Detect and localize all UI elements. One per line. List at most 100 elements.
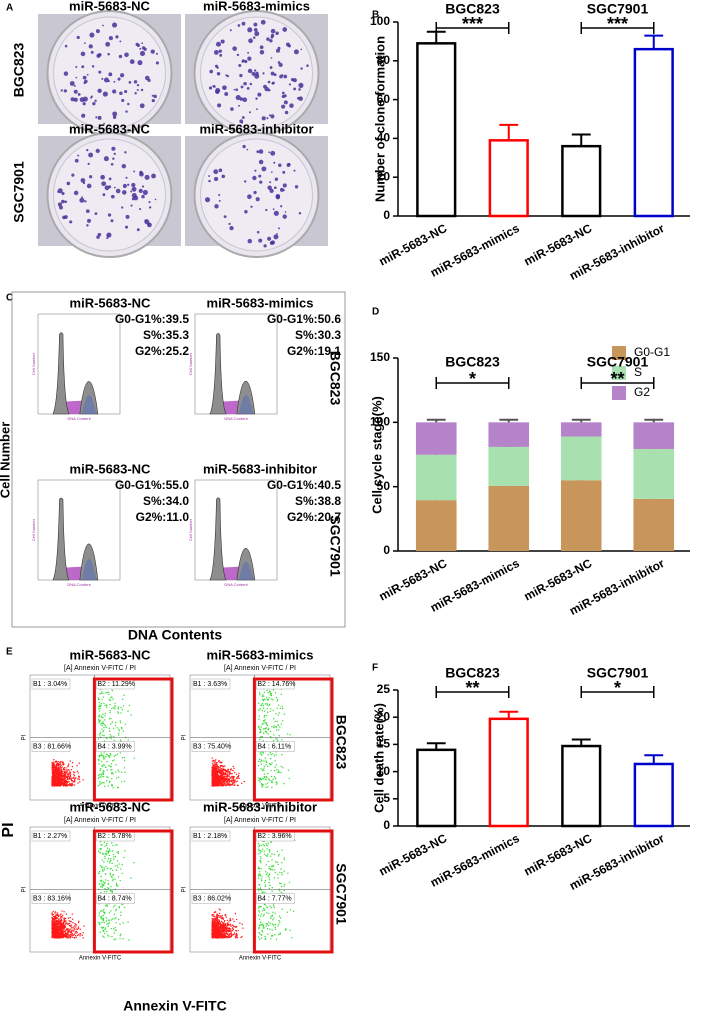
cell-dot	[106, 760, 108, 763]
cell-dot	[60, 783, 63, 786]
cell-dot	[223, 924, 225, 927]
cell-dot	[226, 773, 228, 775]
cell-dot	[97, 698, 100, 701]
cell-dot	[265, 779, 268, 781]
colony	[266, 117, 269, 120]
cell-dot	[118, 863, 120, 865]
cell-dot	[83, 925, 85, 927]
cell-dot	[260, 921, 262, 924]
cell-dot	[52, 922, 55, 925]
colony	[127, 183, 130, 186]
cell-dot	[257, 725, 260, 727]
cell-dot	[117, 866, 119, 868]
colony	[136, 83, 140, 87]
cell-dot	[58, 919, 60, 921]
colony	[232, 46, 237, 51]
cell-dot	[67, 775, 70, 777]
cell-dot	[123, 780, 126, 782]
cell-dot	[110, 717, 112, 720]
colony	[281, 104, 286, 109]
cell-dot	[106, 847, 109, 849]
cell-dot	[56, 917, 58, 919]
cell-dot	[281, 873, 283, 876]
colony	[251, 71, 256, 76]
cell-dot	[225, 780, 227, 783]
cell-dot	[103, 930, 105, 933]
colony	[97, 232, 102, 237]
colony	[121, 190, 127, 195]
cell-dot	[219, 936, 222, 938]
colony	[273, 210, 279, 216]
cell-dot	[104, 927, 107, 929]
cell-dot	[105, 920, 108, 922]
cell-dot	[227, 772, 229, 774]
cell-dot	[107, 923, 110, 925]
colony	[264, 86, 269, 92]
cell-dot	[111, 760, 114, 762]
cell-dot	[99, 910, 102, 913]
cell-dot	[102, 696, 104, 698]
cell-dot	[220, 779, 223, 781]
colony	[292, 78, 297, 83]
cell-dot	[75, 936, 77, 938]
cell-dot	[268, 881, 270, 884]
cell-dot	[100, 891, 102, 894]
cell-dot	[57, 930, 59, 932]
colony	[138, 188, 143, 193]
cell-dot	[266, 715, 268, 717]
colony	[253, 36, 256, 39]
cell-dot	[102, 935, 104, 937]
cell-dot	[267, 754, 269, 756]
cell-dot	[121, 863, 124, 866]
colony	[298, 211, 302, 215]
cell-dot	[271, 762, 273, 764]
cell-dot	[121, 698, 124, 701]
colony	[247, 27, 253, 33]
colony	[76, 35, 80, 40]
cell-dot	[60, 772, 63, 775]
cell-dot	[267, 842, 269, 844]
cell-dot	[265, 783, 267, 785]
plot-title: miR-5683-NC	[70, 295, 152, 310]
cell-dot	[97, 777, 100, 780]
cell-dot	[219, 922, 221, 924]
cell-dot	[217, 767, 219, 770]
cell-dot	[266, 848, 268, 850]
colony	[110, 219, 114, 223]
cell-dot	[264, 879, 267, 882]
cell-dot	[56, 778, 58, 780]
cell-dot	[111, 777, 113, 780]
cell-dot	[60, 771, 62, 774]
cell-dot	[275, 764, 277, 766]
colony	[147, 78, 151, 83]
cell-dot	[60, 929, 63, 931]
cell-dot	[278, 882, 281, 884]
cell-dot	[71, 762, 74, 764]
cell-dot	[99, 705, 101, 708]
cell-dot	[51, 914, 53, 916]
cell-dot	[130, 877, 132, 879]
cell-dot	[108, 718, 111, 720]
cell-dot	[68, 922, 70, 925]
cell-dot	[258, 918, 261, 921]
cell-dot	[258, 726, 260, 729]
cell-dot	[105, 756, 107, 758]
cell-dot	[111, 689, 114, 692]
cell-dot	[68, 920, 71, 922]
cell-dot	[114, 855, 117, 858]
cell-dot	[216, 931, 219, 934]
colony	[107, 213, 112, 217]
cell-dot	[105, 726, 107, 729]
cell-dot	[221, 774, 224, 777]
cell-dot	[107, 883, 109, 885]
cell-dot	[232, 927, 234, 930]
colony	[230, 107, 234, 111]
row-label: SGC7901	[327, 515, 343, 577]
cell-dot	[99, 767, 102, 770]
cell-dot	[55, 779, 58, 782]
cell-dot	[110, 910, 112, 912]
cell-dot	[72, 922, 74, 924]
cell-dot	[214, 760, 216, 762]
cell-dot	[106, 691, 108, 694]
cell-dot	[276, 739, 279, 742]
